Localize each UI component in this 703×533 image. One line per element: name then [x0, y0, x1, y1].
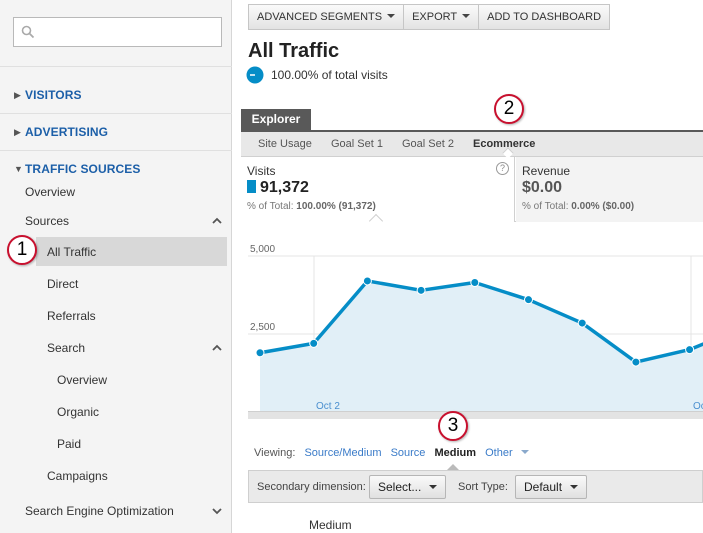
callout-badge-1: 1: [7, 235, 37, 265]
chart-points: [255, 276, 695, 367]
explorer-subtabs: Site Usage Goal Set 1 Goal Set 2 Ecommer…: [241, 130, 703, 159]
secondary-dimension-bar: Secondary dimension: Select... Sort Type…: [248, 470, 703, 503]
sort-type-select[interactable]: Default: [515, 475, 588, 499]
search-input[interactable]: [13, 17, 222, 47]
viewing-bar: Viewing: Source/Medium Source Medium Oth…: [254, 447, 541, 459]
caret-down-icon: [520, 450, 529, 454]
chart-series-line: [259, 279, 703, 364]
metric-revenue[interactable]: Revenue $0.00 % of Total: 0.00% ($0.00): [516, 157, 703, 222]
metric-visits[interactable]: Visits ? 91,372 % of Total: 100.00% (91,…: [241, 157, 515, 229]
export-button[interactable]: EXPORT: [404, 4, 480, 30]
sidebar-item-organic[interactable]: Organic: [57, 405, 100, 419]
sidebar-item-search[interactable]: Search: [47, 341, 86, 355]
metric-visits-total: % of Total: 100.00% (91,372): [247, 201, 376, 212]
metric-revenue-value: $0.00: [522, 179, 563, 196]
triangle-down-icon: ▼: [14, 164, 24, 174]
sort-type-label: Sort Type:: [458, 481, 508, 493]
chart-area-fill: [260, 280, 703, 412]
callout-badge-3: 3: [438, 411, 468, 441]
visits-chart: 5,000 2,500 Oct 2 Oc: [248, 244, 703, 413]
sidebar-item-referrals[interactable]: Referrals: [47, 309, 96, 323]
metric-visits-label: Visits: [247, 164, 276, 178]
percent-of-total-visits: 100.00% of total visits: [271, 68, 388, 82]
caret-down-icon: [462, 14, 471, 18]
search-icon: [21, 25, 35, 39]
page-title: All Traffic: [248, 40, 340, 62]
chart-y-tick-label: 5,000: [250, 244, 275, 255]
subtab-goal-set-2[interactable]: Goal Set 2: [402, 138, 454, 150]
chart-point[interactable]: [255, 348, 265, 358]
viewing-medium[interactable]: Medium: [434, 447, 477, 459]
toolbar: ADVANCED SEGMENTS EXPORT ADD TO DASHBOAR…: [248, 4, 611, 30]
table-column-header-medium[interactable]: Medium: [309, 518, 352, 532]
chart-point[interactable]: [631, 357, 641, 367]
caret-down-icon: [570, 485, 579, 489]
sidebar-item-overview[interactable]: Overview: [25, 185, 76, 199]
chart-point[interactable]: [685, 345, 695, 355]
sidebar-section-traffic-sources[interactable]: ▼ TRAFFIC SOURCES: [14, 162, 141, 176]
chart-point[interactable]: [309, 338, 319, 348]
sidebar-item-search-overview[interactable]: Overview: [57, 373, 108, 387]
chart-point[interactable]: [416, 285, 426, 295]
sidebar-item-seo[interactable]: Search Engine Optimization: [25, 504, 174, 518]
chart-y-tick-label: 2,500: [250, 322, 275, 333]
chart-point[interactable]: [577, 318, 587, 328]
subtab-goal-set-1[interactable]: Goal Set 1: [331, 138, 383, 150]
caret-down-icon: [387, 14, 396, 18]
metric-revenue-total: % of Total: 0.00% ($0.00): [522, 201, 635, 212]
viewing-active-notch: [447, 464, 459, 470]
viewing-other[interactable]: Other: [485, 447, 535, 459]
chart-labels: 5,000 2,500 Oct 2 Oc: [250, 244, 703, 412]
secondary-dimension-select[interactable]: Select...: [369, 475, 447, 499]
chart-point[interactable]: [524, 295, 533, 305]
help-icon[interactable]: ?: [496, 162, 509, 175]
callout-badge-2: 2: [494, 94, 524, 124]
subtab-site-usage[interactable]: Site Usage: [258, 138, 312, 150]
chart-area: [259, 279, 703, 412]
chevron-up-icon[interactable]: [212, 217, 222, 225]
metric-selector: Visits ? 91,372 % of Total: 100.00% (91,…: [241, 157, 703, 229]
sidebar-item-direct[interactable]: Direct: [47, 277, 79, 291]
viewing-source-medium[interactable]: Source/Medium: [304, 447, 382, 459]
sidebar-item-all-traffic[interactable]: All Traffic: [47, 245, 97, 259]
series-swatch: [247, 180, 256, 193]
subtab-ecommerce[interactable]: Ecommerce: [473, 138, 536, 150]
add-to-dashboard-button[interactable]: ADD TO DASHBOARD: [479, 4, 611, 30]
metric-visits-value: 91,372: [247, 179, 309, 197]
tab-explorer[interactable]: Explorer: [241, 109, 311, 130]
sidebar-item-campaigns[interactable]: Campaigns: [47, 469, 108, 483]
sidebar-item-paid[interactable]: Paid: [57, 437, 82, 451]
chart-x-tick-label: Oc: [693, 401, 703, 412]
secondary-dimension-label: Secondary dimension:: [257, 481, 366, 493]
sidebar-section-visitors[interactable]: ▶ VISITORS: [14, 88, 82, 102]
pie-chart-icon: [246, 66, 264, 84]
chart-range-bar[interactable]: [248, 411, 703, 419]
sidebar: ▶ VISITORS ▶ ADVERTISING ▼ TRAFFIC SOURCES …: [0, 0, 232, 533]
caret-down-icon: [429, 485, 438, 489]
chart-x-tick-label: Oct 2: [316, 401, 340, 412]
sidebar-section-advertising[interactable]: ▶ ADVERTISING: [14, 125, 109, 139]
viewing-source[interactable]: Source: [390, 447, 426, 459]
chevron-up-icon[interactable]: [212, 344, 222, 352]
main-content: ADVANCED SEGMENTS EXPORT ADD TO DASHBOAR…: [241, 0, 703, 533]
chart-point[interactable]: [470, 278, 480, 288]
chart-point[interactable]: [362, 276, 372, 286]
sidebar-item-sources[interactable]: Sources: [25, 214, 70, 228]
chevron-down-icon[interactable]: [212, 507, 222, 515]
triangle-right-icon: ▶: [14, 90, 22, 100]
metric-revenue-label: Revenue: [522, 164, 571, 178]
advanced-segments-button[interactable]: ADVANCED SEGMENTS: [248, 4, 405, 30]
sidebar-item-all-traffic-selected[interactable]: [36, 237, 227, 266]
viewing-label: Viewing:: [254, 447, 296, 459]
triangle-right-icon: ▶: [14, 127, 22, 137]
